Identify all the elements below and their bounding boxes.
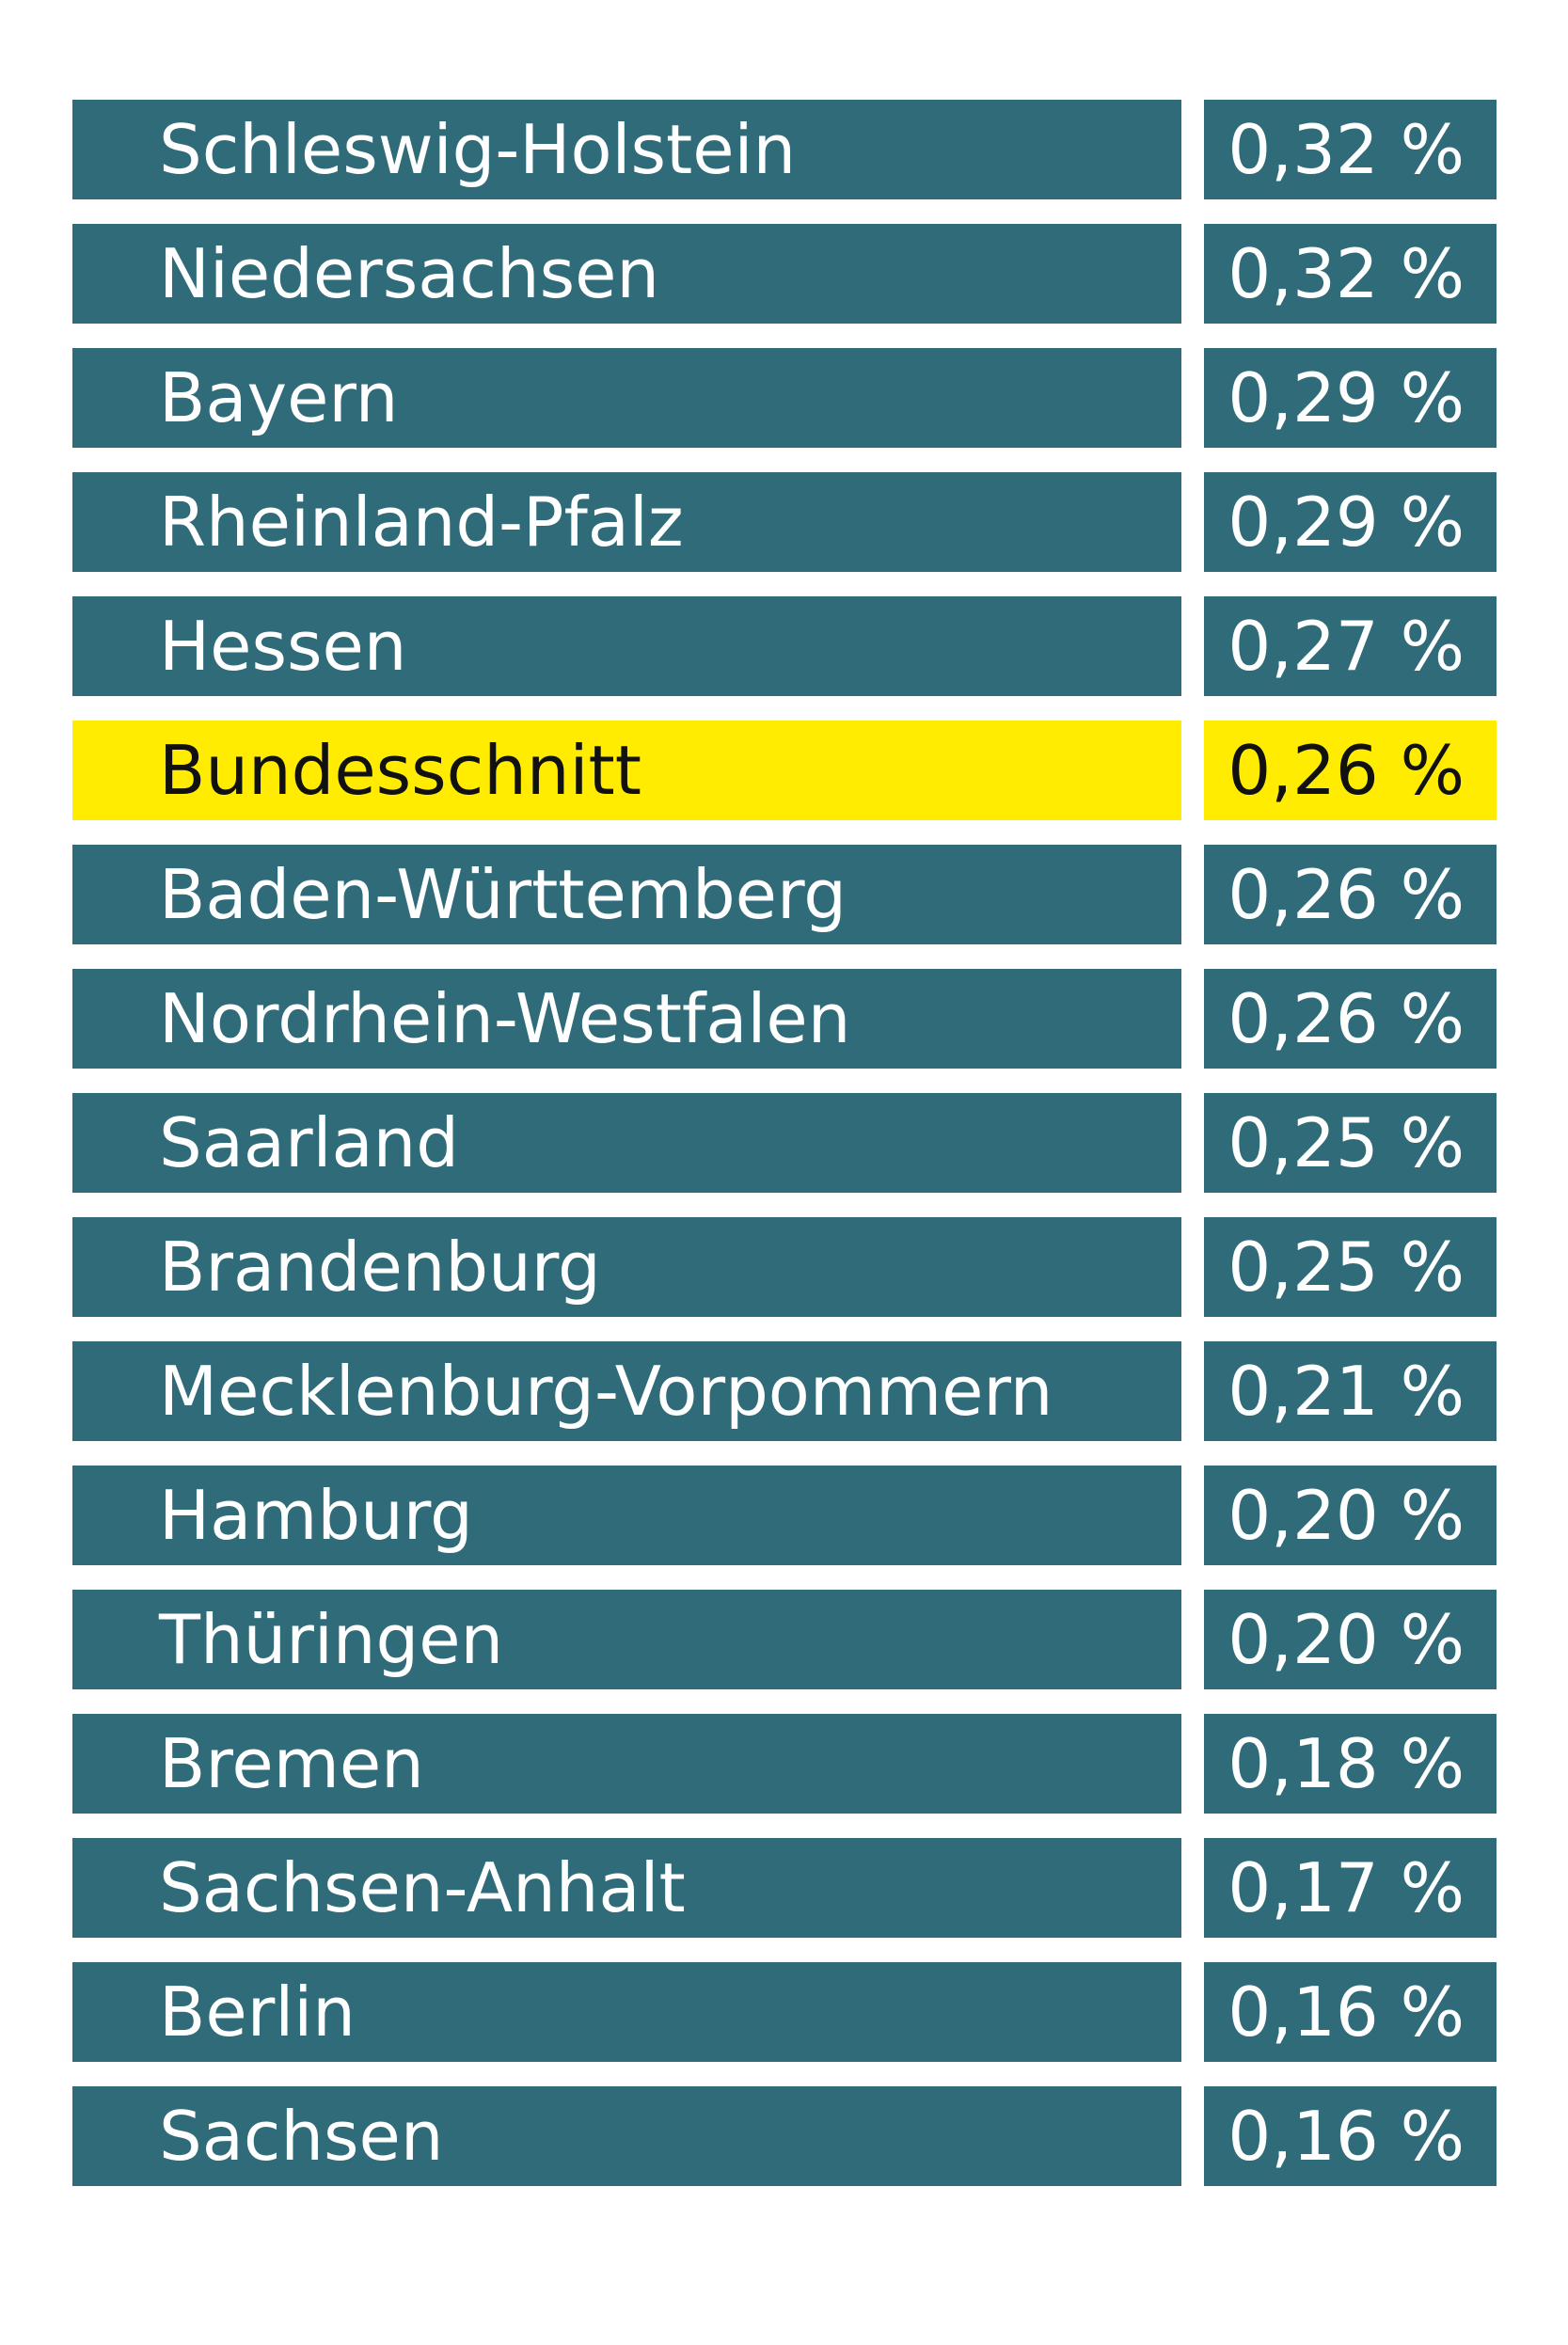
- table-row: Sachsen-Anhalt 0,17 %: [72, 1838, 1497, 1938]
- percentage-value-cell: 0,26 %: [1204, 721, 1497, 820]
- state-name-cell: Schleswig-Holstein: [72, 100, 1181, 199]
- table-row: Mecklenburg-Vorpommern 0,21 %: [72, 1341, 1497, 1441]
- table-row: Sachsen 0,16 %: [72, 2086, 1497, 2186]
- percentage-value-cell: 0,26 %: [1204, 845, 1497, 944]
- table-row: Nordrhein-Westfalen 0,26 %: [72, 969, 1497, 1069]
- table-row: Berlin 0,16 %: [72, 1962, 1497, 2062]
- table-row: Baden-Württemberg 0,26 %: [72, 845, 1497, 944]
- percentage-value-cell: 0,21 %: [1204, 1341, 1497, 1441]
- state-name-cell: Saarland: [72, 1093, 1181, 1193]
- state-name-cell: Sachsen-Anhalt: [72, 1838, 1181, 1938]
- percentage-value-cell: 0,32 %: [1204, 224, 1497, 324]
- table-row: Rheinland-Pfalz 0,29 %: [72, 472, 1497, 572]
- state-name-cell: Brandenburg: [72, 1217, 1181, 1317]
- percentage-value-cell: 0,32 %: [1204, 100, 1497, 199]
- table-row: Hamburg 0,20 %: [72, 1466, 1497, 1565]
- percentage-value-cell: 0,17 %: [1204, 1838, 1497, 1938]
- table-row: Brandenburg 0,25 %: [72, 1217, 1497, 1317]
- table-row: Hessen 0,27 %: [72, 596, 1497, 696]
- percentage-value-cell: 0,29 %: [1204, 472, 1497, 572]
- state-name-cell: Thüringen: [72, 1590, 1181, 1689]
- table-row-average: Bundesschnitt 0,26 %: [72, 721, 1497, 820]
- state-name-cell: Nordrhein-Westfalen: [72, 969, 1181, 1069]
- percentage-value-cell: 0,16 %: [1204, 1962, 1497, 2062]
- state-name-cell: Rheinland-Pfalz: [72, 472, 1181, 572]
- percentage-value-cell: 0,25 %: [1204, 1093, 1497, 1193]
- state-name-cell: Bremen: [72, 1714, 1181, 1814]
- ranking-table: Schleswig-Holstein 0,32 % Niedersachsen 0,3…: [72, 100, 1497, 2210]
- table-row: Schleswig-Holstein 0,32 %: [72, 100, 1497, 199]
- percentage-value-cell: 0,25 %: [1204, 1217, 1497, 1317]
- state-name-cell: Sachsen: [72, 2086, 1181, 2186]
- percentage-value-cell: 0,26 %: [1204, 969, 1497, 1069]
- percentage-value-cell: 0,27 %: [1204, 596, 1497, 696]
- state-name-cell: Baden-Württemberg: [72, 845, 1181, 944]
- table-row: Bremen 0,18 %: [72, 1714, 1497, 1814]
- state-name-cell: Bundesschnitt: [72, 721, 1181, 820]
- percentage-value-cell: 0,20 %: [1204, 1466, 1497, 1565]
- state-name-cell: Hessen: [72, 596, 1181, 696]
- state-name-cell: Hamburg: [72, 1466, 1181, 1565]
- table-row: Thüringen 0,20 %: [72, 1590, 1497, 1689]
- state-name-cell: Bayern: [72, 348, 1181, 448]
- state-name-cell: Niedersachsen: [72, 224, 1181, 324]
- state-name-cell: Mecklenburg-Vorpommern: [72, 1341, 1181, 1441]
- table-row: Bayern 0,29 %: [72, 348, 1497, 448]
- percentage-value-cell: 0,16 %: [1204, 2086, 1497, 2186]
- table-row: Niedersachsen 0,32 %: [72, 224, 1497, 324]
- table-row: Saarland 0,25 %: [72, 1093, 1497, 1193]
- percentage-value-cell: 0,18 %: [1204, 1714, 1497, 1814]
- percentage-value-cell: 0,29 %: [1204, 348, 1497, 448]
- percentage-value-cell: 0,20 %: [1204, 1590, 1497, 1689]
- state-name-cell: Berlin: [72, 1962, 1181, 2062]
